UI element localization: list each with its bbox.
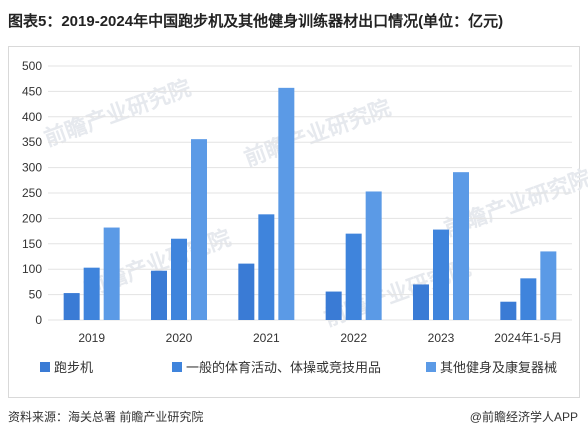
legend-swatch [426,362,436,372]
y-tick-label: 50 [29,288,43,302]
chart-frame [8,46,580,398]
y-tick-label: 150 [22,237,42,251]
bar [63,293,80,320]
bars [63,87,557,321]
legend-label: 一般的体育活动、体操或竞技用品 [186,360,381,375]
bar [258,214,275,320]
y-tick-label: 250 [22,186,42,200]
y-tick-label: 500 [22,59,42,73]
bar [83,267,100,320]
bar [500,301,517,320]
y-tick-label: 450 [22,84,42,98]
legend-label: 跑步机 [54,360,93,375]
y-tick-label: 100 [22,262,42,276]
legend-swatch [172,362,182,372]
gridlines [48,65,572,321]
bar [540,251,557,320]
bar [520,278,537,320]
x-tick-label: 2021 [253,331,280,345]
y-tick-label: 350 [22,135,42,149]
legend-swatch [40,362,50,372]
bar [345,233,362,320]
source-note: 资料来源：海关总署 前瞻产业研究院 [8,410,204,424]
bar [191,139,207,320]
brand-text: @前瞻经济学人APP [469,410,578,424]
watermark-text: 前瞻产业研究院 [41,75,194,151]
bar [171,238,187,320]
bar [238,263,255,320]
bar [151,270,167,320]
bar [365,191,382,320]
legend: 跑步机 一般的体育活动、体操或竞技用品 其他健身及康复器械 [40,360,557,375]
bar [278,87,295,321]
bar [413,284,429,320]
y-tick-label: 300 [22,161,42,175]
y-tick-label: 400 [22,110,42,124]
x-tick-label: 2024年1-5月 [494,331,562,345]
x-tick-label: 2019 [78,331,105,345]
x-axis-ticks: 2019 2020 2021 2022 2023 2024年1-5月 [78,331,562,345]
x-tick-label: 2020 [166,331,193,345]
x-tick-label: 2023 [428,331,455,345]
bar [433,229,449,320]
legend-label: 其他健身及康复器械 [440,360,557,375]
y-tick-label: 200 [22,211,42,225]
bar [325,291,342,320]
chart-title: 图表5：2019-2024年中国跑步机及其他健身训练器材出口情况(单位：亿元) [8,13,504,30]
bar [103,227,120,320]
y-axis-ticks: 0 50 100 150 200 250 300 350 400 450 500 [22,59,42,327]
x-tick-label: 2022 [340,331,367,345]
brand-credit: @前瞻经济学人APP [470,408,578,425]
bar [453,172,469,320]
watermark-text: 前瞻产业研究院 [241,95,394,171]
y-tick-label: 0 [35,313,42,327]
